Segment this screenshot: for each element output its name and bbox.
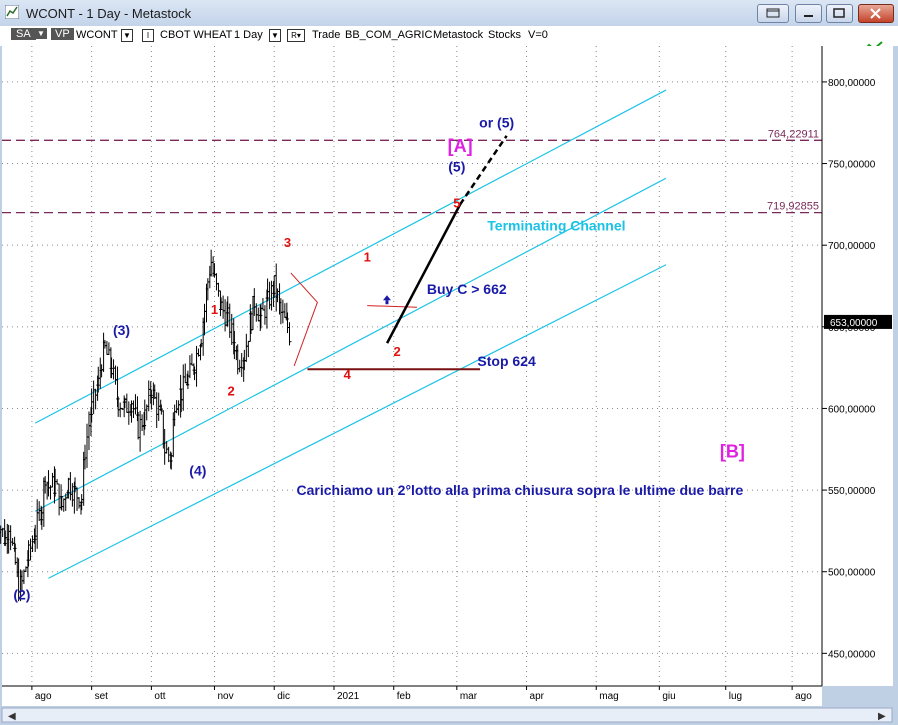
x-tick-label: lug (729, 691, 742, 702)
toolbar-item-trade: Trade (312, 29, 341, 41)
last-price-label: 653,00000 (830, 318, 878, 329)
restore-all-button[interactable] (757, 4, 789, 23)
sa-dropdown-icon[interactable]: ▼ (35, 28, 47, 39)
wave-annotation: 2 (393, 344, 400, 359)
wave-annotation: Terminating Channel (487, 217, 625, 233)
wave-annotation: [B] (720, 441, 745, 461)
y-tick-label: 450,00000 (828, 649, 876, 660)
wave-annotation: 2 (227, 383, 234, 398)
app-icon (5, 5, 19, 19)
wave-annotation: 5 (453, 196, 460, 211)
x-tick-label: mar (460, 691, 478, 702)
y-tick-label: 700,00000 (828, 241, 876, 252)
price-level-label: 719,92855 (767, 201, 819, 213)
x-tick-label: dic (277, 691, 290, 702)
wave-annotation: or (5) (479, 115, 514, 131)
wave-annotation: (3) (113, 322, 130, 338)
period-label: 1 Day (234, 29, 263, 41)
x-tick-label: ago (795, 691, 812, 702)
horizontal-scrollbar[interactable]: ◀ ▶ (1, 707, 893, 723)
channel-line (48, 264, 667, 579)
minimize-button[interactable] (795, 4, 822, 23)
wave-annotation: Carichiamo un 2°lotto alla prima chiusur… (297, 482, 744, 498)
refresh-dropdown-icon[interactable]: R▾ (287, 29, 305, 42)
wave-annotation: (5) (448, 159, 465, 175)
x-tick-label: apr (530, 691, 545, 702)
symbol-dropdown-icon[interactable]: ▼ (121, 29, 133, 42)
channel-line (34, 177, 667, 512)
wave-annotation: (4) (189, 462, 206, 478)
y-tick-label: 500,00000 (828, 568, 876, 579)
x-tick-label: ott (154, 691, 165, 702)
wave-annotation: (2) (13, 586, 30, 602)
scroll-right-icon[interactable]: ▶ (878, 711, 886, 722)
triangle-pattern (290, 272, 318, 367)
toolbar-item-volume: V=0 (528, 29, 548, 41)
y-tick-label: 600,00000 (828, 404, 876, 415)
security-picker-icon[interactable]: I (142, 29, 154, 42)
vp-button[interactable]: VP (51, 28, 74, 40)
chart-area[interactable]: 764,22911 719,92855 (2) (3) (4) 1 2 3 4 1 2 5 (5) or… (0, 26, 898, 725)
x-tick-label: feb (397, 691, 411, 702)
toolbar-item-group: BB_COM_AGRIC (345, 29, 433, 41)
x-tick-label: ago (35, 691, 52, 702)
buy-trigger-line (367, 305, 417, 308)
symbol-label: WCONT (76, 29, 118, 41)
security-name: CBOT WHEAT (160, 29, 233, 41)
period-dropdown-icon[interactable]: ▼ (269, 29, 281, 42)
x-tick-label: 2021 (337, 691, 360, 702)
wave-annotation: Buy C > 662 (427, 281, 507, 297)
toolbar-item-type: Stocks (488, 29, 522, 41)
wave-annotation: Stop 624 (477, 353, 536, 369)
wave-annotation: 3 (284, 235, 291, 250)
x-tick-label: set (95, 691, 109, 702)
y-tick-label: 550,00000 (828, 486, 876, 497)
wave-annotation: [A] (448, 136, 473, 156)
scroll-left-icon[interactable]: ◀ (8, 711, 16, 722)
sa-button[interactable]: SA (11, 28, 36, 40)
buy-arrow-icon (382, 295, 391, 301)
projection-line (385, 203, 462, 344)
x-tick-label: mag (599, 691, 618, 702)
window-title: WCONT - 1 Day - Metastock (26, 6, 192, 21)
buy-arrow-stem (385, 300, 389, 305)
wave-annotation: 4 (344, 367, 352, 382)
toolbar-item-source: Metastock (433, 29, 484, 41)
projection-dashed-line (459, 135, 508, 206)
x-tick-label: nov (217, 691, 233, 702)
wave-annotation: 1 (364, 250, 371, 265)
last-price-marker (824, 314, 892, 329)
title-bar: WCONT - 1 Day - Metastock (0, 0, 898, 26)
y-tick-label: 750,00000 (828, 160, 876, 171)
wave-annotation: 1 (211, 302, 218, 317)
maximize-button[interactable] (826, 4, 853, 23)
y-tick-label: 800,00000 (828, 78, 876, 89)
chart-toolbar: SA ▼ VP WCONT ▼ I CBOT WHEAT 1 Day ▼ R▾ … (0, 26, 898, 56)
close-button[interactable] (858, 4, 894, 23)
x-tick-label: giu (662, 691, 675, 702)
price-level-label: 764,22911 (768, 128, 819, 140)
close-icon (870, 8, 881, 19)
channel-line (34, 89, 667, 424)
